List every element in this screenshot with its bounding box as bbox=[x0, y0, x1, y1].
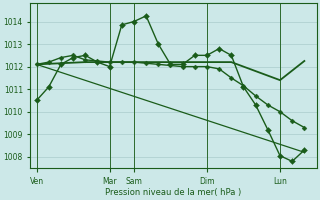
X-axis label: Pression niveau de la mer( hPa ): Pression niveau de la mer( hPa ) bbox=[105, 188, 242, 197]
